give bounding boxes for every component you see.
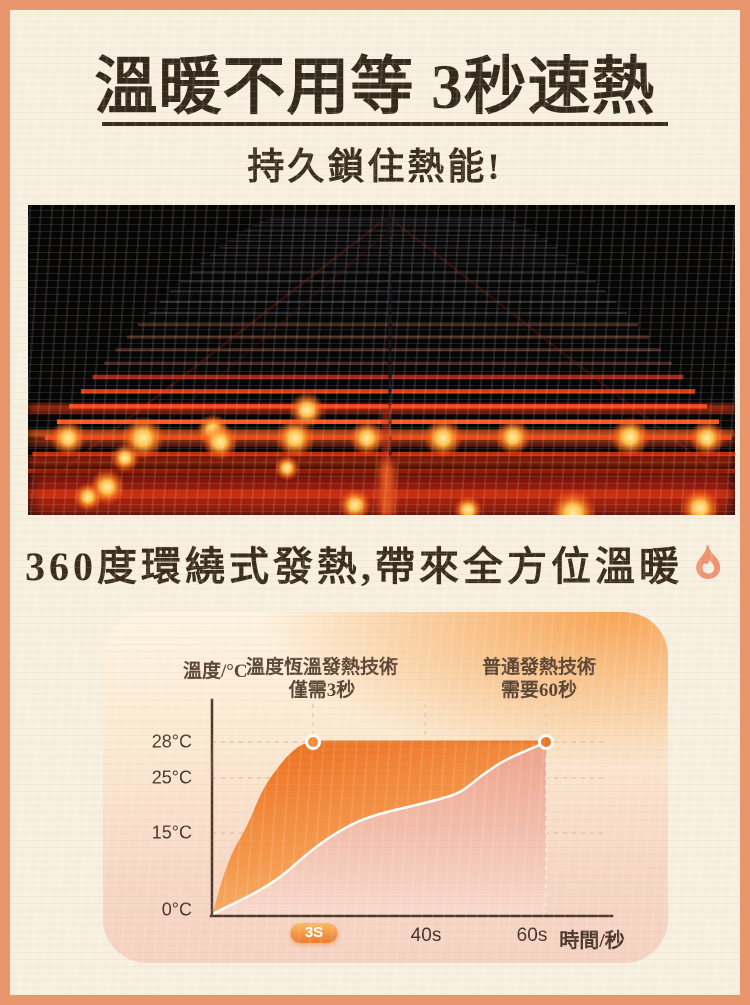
series1-subtitle: 僅需3秒 [288,680,356,701]
series2-subtitle: 需要60秒 [500,680,577,701]
ytick-0: 0°C [161,899,192,920]
xtick-60s: 60s [516,925,548,946]
ytick-28: 28°C [151,731,192,752]
series2-name: 普通發熱技術 [481,657,596,678]
feature-headline: 360度環繞式發熱,帶來全方位溫暖 [10,534,740,592]
series1-label: 溫度恆溫發熱技術 僅需3秒 [237,656,407,702]
title-underline [102,122,668,126]
xtick-3s-badge: 3S [290,923,338,943]
flame-icon [696,545,721,580]
series1-name: 溫度恆溫發熱技術 [245,657,398,678]
ytick-15: 15°C [151,822,192,843]
chart-y-axis-title: 溫度/°C [183,661,248,682]
xtick-40s: 40s [410,925,442,946]
feature-text: 360度環繞式發熱,帶來全方位溫暖 [25,544,683,589]
chart-panel: 溫度/°C 溫度恆溫發熱技術 僅需3秒 普通發熱技術 需要60秒 28°C 25… [103,612,668,963]
heater-photo [28,205,735,515]
temperature-chart [209,698,614,918]
page-subtitle: 持久鎖住熱能! [247,147,503,188]
page-title: 溫暖不用等 3秒速熱 [94,52,656,122]
series2-label: 普通發熱技術 需要60秒 [454,656,624,702]
ytick-25: 25°C [151,767,192,788]
chart-x-axis-title: 時間/秒 [559,930,625,952]
heater-grille-image [28,205,735,515]
